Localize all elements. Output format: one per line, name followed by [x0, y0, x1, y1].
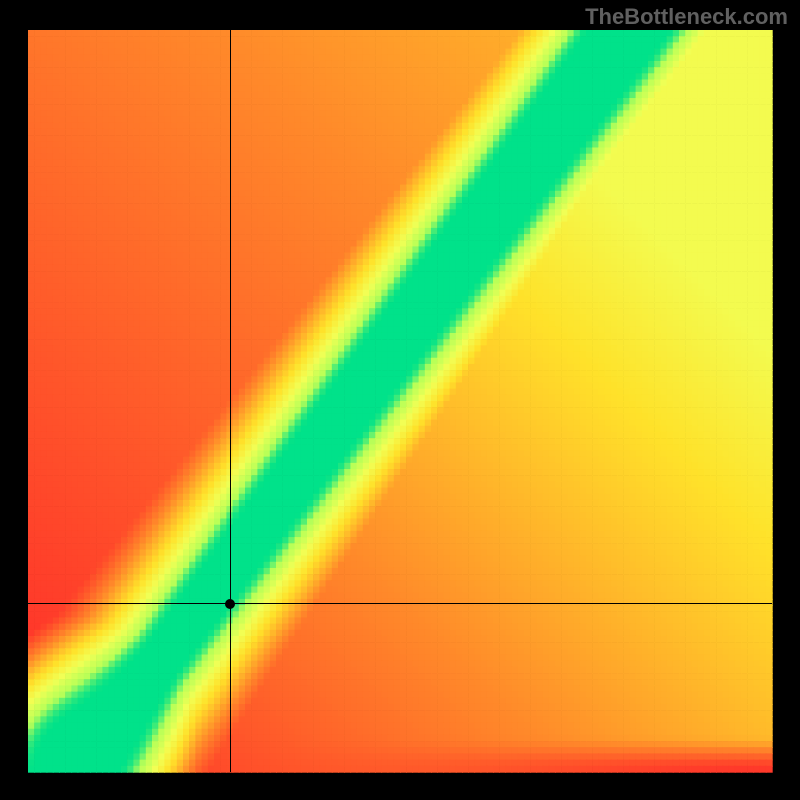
bottleneck-heatmap	[0, 0, 800, 800]
attribution-text: TheBottleneck.com	[585, 4, 788, 30]
crosshair-horizontal	[28, 603, 772, 604]
crosshair-vertical	[230, 30, 231, 772]
crosshair-point	[225, 599, 235, 609]
